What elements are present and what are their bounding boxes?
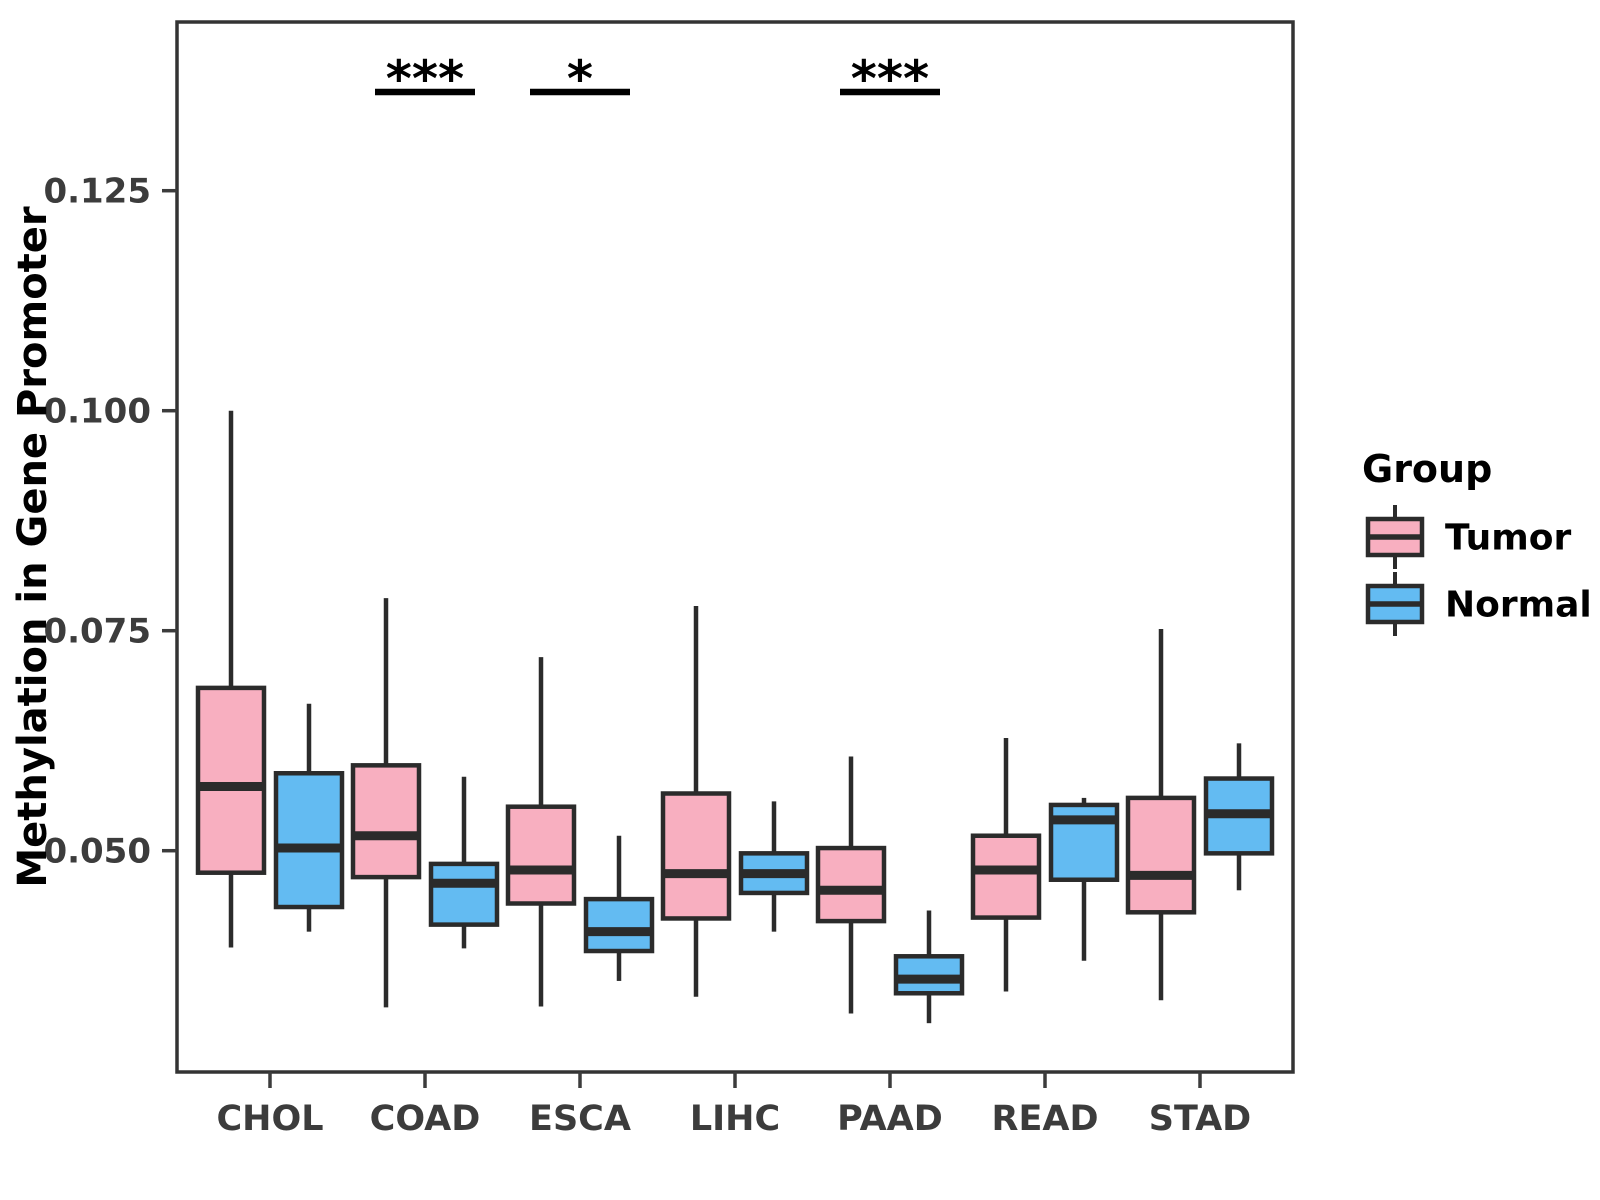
box-READ-Tumor — [970, 833, 1042, 920]
legend-label-tumor: Tumor — [1445, 518, 1571, 559]
x-tick-label-STAD: STAD — [1149, 1099, 1252, 1139]
significance-label-COAD: *** — [386, 50, 464, 108]
legend-title: Group — [1362, 447, 1492, 491]
x-tick-label-READ: READ — [992, 1099, 1099, 1139]
x-tick-label-PAAD: PAAD — [837, 1099, 943, 1139]
box-COAD-Tumor — [350, 763, 422, 880]
x-tick-label-CHOL: CHOL — [216, 1099, 323, 1139]
box-PAAD-Tumor — [815, 845, 887, 924]
box-COAD-Normal — [428, 861, 500, 927]
significance-label-PAAD: *** — [851, 50, 929, 108]
x-tick-label-ESCA: ESCA — [529, 1099, 631, 1139]
y-tick-label-0.100: 0.100 — [43, 392, 151, 432]
box-LIHC-Tumor — [660, 791, 732, 921]
box-CHOL-Tumor — [195, 685, 267, 875]
box-CHOL-Normal — [273, 771, 345, 910]
plot-panel — [175, 20, 1295, 1074]
y-tick-label-0.125: 0.125 — [43, 172, 151, 212]
x-tick-label-LIHC: LIHC — [690, 1099, 780, 1139]
y-tick-label-0.050: 0.050 — [43, 832, 151, 872]
x-tick-label-COAD: COAD — [370, 1099, 481, 1139]
box-ESCA-Normal — [583, 896, 655, 954]
y-axis-title: Methylation in Gene Promoter — [10, 206, 56, 888]
box-ESCA-Tumor — [505, 804, 577, 906]
legend-label-normal: Normal — [1445, 585, 1592, 626]
significance-label-ESCA: * — [567, 50, 593, 108]
y-tick-label-0.075: 0.075 — [43, 612, 151, 652]
box-STAD-Tumor — [1125, 795, 1197, 915]
